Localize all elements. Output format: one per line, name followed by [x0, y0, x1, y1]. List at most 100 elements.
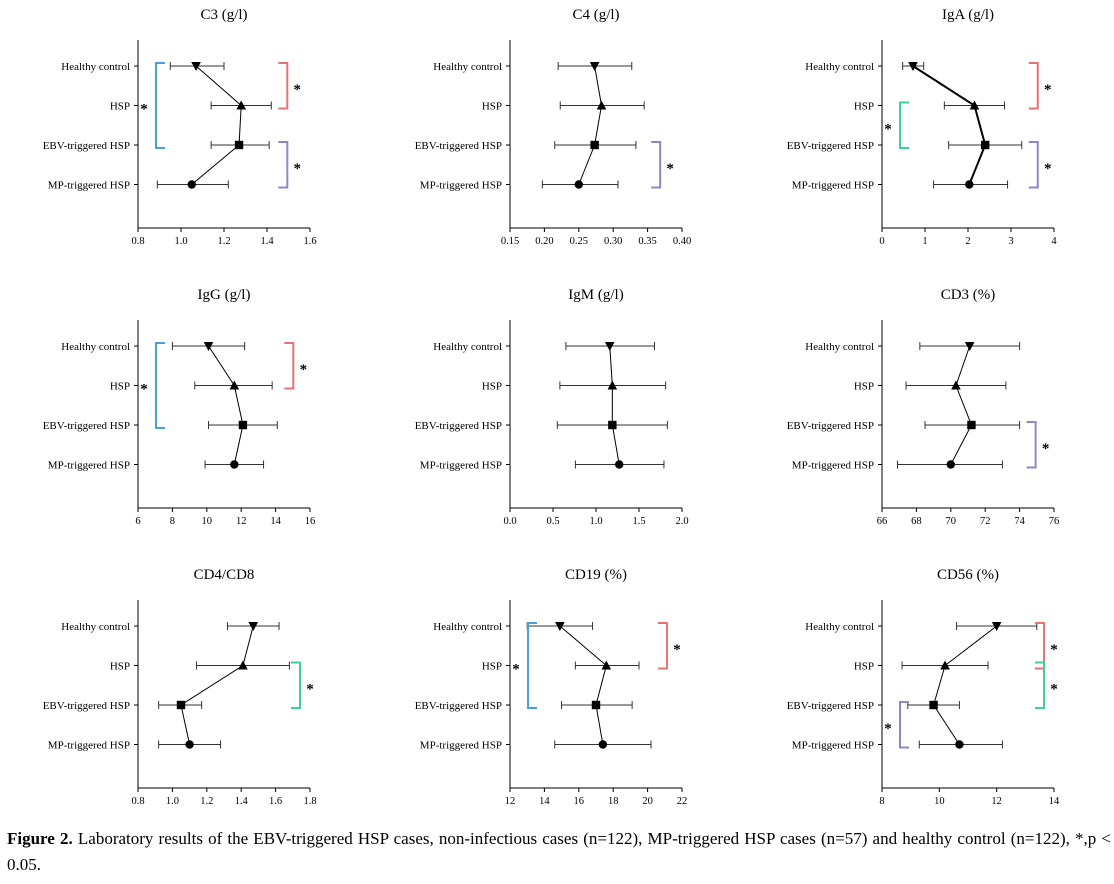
data-point-hsp	[236, 100, 246, 110]
panel-cd3: CD3 (%) 66 68 70 72 74 76 Healthy control HSP EBV…	[787, 287, 1060, 527]
x-tick-label: 2	[965, 236, 970, 247]
significance-bracket-healthy-control-vs-ebv-triggered-hsp: *	[140, 342, 165, 429]
data-point-ebv-triggered-hsp	[234, 140, 244, 150]
x-tick-label: 0	[879, 236, 884, 247]
significance-star: *	[1042, 441, 1050, 457]
x-tick-label: 0.35	[638, 236, 656, 247]
x-tick-label: 12	[991, 796, 1002, 807]
significance-bracket-ebv-triggered-hsp-vs-mp-triggered-hsp: *	[1028, 141, 1052, 189]
significance-bracket-healthy-control-vs-hsp: *	[278, 62, 301, 110]
bracket-line	[1028, 141, 1039, 189]
x-tick-label: 1.6	[303, 236, 316, 247]
significance-bracket-hsp-vs-ebv-triggered-hsp: *	[291, 661, 314, 709]
significance-bracket-hsp-vs-ebv-triggered-hsp: *	[884, 101, 909, 149]
category-label-hsp: HSP	[482, 381, 502, 393]
category-label-ebv-triggered-hsp: EBV-triggered HSP	[415, 700, 502, 712]
x-tick-label: 0.8	[131, 236, 144, 247]
significance-bracket-healthy-control-vs-ebv-triggered-hsp: *	[140, 62, 165, 149]
data-point-ebv-triggered-hsp	[176, 700, 186, 710]
bracket-line	[1026, 421, 1037, 469]
significance-star: *	[673, 642, 681, 658]
significance-star: *	[140, 382, 148, 398]
panel-cd4-cd8: CD4/CD8 0.8 1.0 1.2 1.4 1.6 1.8 Healthy control…	[43, 567, 317, 807]
x-tick-label: 10	[934, 796, 945, 807]
category-label-hsp: HSP	[854, 661, 874, 673]
significance-bracket-healthy-control-vs-hsp: *	[658, 622, 681, 670]
category-label-healthy-control: Healthy control	[805, 341, 874, 353]
category-label-ebv-triggered-hsp: EBV-triggered HSP	[43, 420, 130, 432]
x-tick-label: 0.30	[604, 236, 622, 247]
x-tick-label: 14	[270, 516, 281, 527]
x-tick-label: 12	[236, 516, 247, 527]
category-label-mp-triggered-hsp: MP-triggered HSP	[792, 460, 874, 472]
data-point-healthy-control	[908, 62, 918, 71]
panel-title-cd19: CD19 (%)	[565, 567, 627, 583]
category-label-healthy-control: Healthy control	[61, 341, 130, 353]
x-tick-label: 0.15	[501, 236, 519, 247]
category-label-healthy-control: Healthy control	[61, 621, 130, 633]
category-label-mp-triggered-hsp: MP-triggered HSP	[48, 460, 130, 472]
category-label-mp-triggered-hsp: MP-triggered HSP	[420, 460, 502, 472]
bracket-line	[651, 141, 662, 189]
panel-title-cd56: CD56 (%)	[937, 567, 999, 583]
significance-bracket-healthy-control-vs-hsp: *	[1028, 62, 1052, 110]
category-label-hsp: HSP	[854, 381, 874, 393]
data-point-mp-triggered-hsp	[965, 180, 974, 189]
panel-c3-g-l: C3 (g/l) 0.8 1.0 1.2 1.4 1.6 Healthy control HS…	[43, 7, 317, 247]
x-tick-label: 1.0	[166, 796, 179, 807]
category-label-healthy-control: Healthy control	[805, 61, 874, 73]
significance-star: *	[1050, 642, 1058, 658]
figure-caption: Figure 2. Laboratory results of the EBV-…	[7, 826, 1111, 878]
x-tick-label: 1.6	[269, 796, 282, 807]
significance-star: *	[884, 121, 892, 137]
data-point-ebv-triggered-hsp	[591, 700, 601, 710]
category-label-mp-triggered-hsp: MP-triggered HSP	[792, 740, 874, 752]
bracket-line	[278, 62, 289, 110]
data-point-ebv-triggered-hsp	[967, 420, 976, 430]
bracket-line	[291, 661, 301, 709]
x-tick-label: 70	[946, 516, 957, 527]
series-line	[933, 625, 997, 745]
panel-iga-g-l: IgA (g/l) 0 1 2 3 4 Healthy control HSP EBV-trig…	[787, 7, 1058, 247]
x-tick-label: 1	[922, 236, 927, 247]
category-label-healthy-control: Healthy control	[61, 61, 130, 73]
x-tick-label: 3	[1008, 236, 1013, 247]
bracket-line	[278, 141, 289, 189]
category-label-ebv-triggered-hsp: EBV-triggered HSP	[787, 700, 874, 712]
x-tick-label: 2.0	[675, 516, 688, 527]
bracket-line	[1035, 622, 1045, 670]
x-tick-label: 0.5	[546, 516, 559, 527]
x-tick-label: 16	[305, 516, 316, 527]
data-point-mp-triggered-hsp	[955, 740, 964, 749]
bracket-line	[658, 622, 669, 670]
x-tick-label: 18	[608, 796, 619, 807]
data-point-ebv-triggered-hsp	[929, 700, 938, 710]
category-label-mp-triggered-hsp: MP-triggered HSP	[420, 180, 502, 192]
x-tick-label: 1.2	[200, 796, 213, 807]
category-label-hsp: HSP	[110, 381, 130, 393]
significance-star: *	[512, 662, 520, 678]
panel-c4-g-l: C4 (g/l) 0.15 0.20 0.25 0.30 0.35 0.40 Healthy …	[415, 7, 691, 247]
x-tick-label: 1.0	[174, 236, 187, 247]
category-label-hsp: HSP	[482, 101, 502, 113]
category-label-mp-triggered-hsp: MP-triggered HSP	[48, 180, 130, 192]
x-tick-label: 8	[170, 516, 175, 527]
panel-title-c4-g-l: C4 (g/l)	[572, 7, 619, 23]
series-line	[950, 345, 972, 465]
category-label-ebv-triggered-hsp: EBV-triggered HSP	[415, 140, 502, 152]
significance-bracket-ebv-triggered-hsp-vs-mp-triggered-hsp: *	[884, 701, 909, 749]
panel-title-igm-g-l: IgM (g/l)	[568, 287, 623, 303]
caption-text: Laboratory results of the EBV-triggered …	[7, 829, 1111, 874]
category-label-ebv-triggered-hsp: EBV-triggered HSP	[43, 140, 130, 152]
x-tick-label: 0.0	[503, 516, 516, 527]
significance-bracket-ebv-triggered-hsp-vs-mp-triggered-hsp: *	[278, 141, 301, 189]
category-label-mp-triggered-hsp: MP-triggered HSP	[48, 740, 130, 752]
bracket-line	[527, 622, 537, 709]
x-tick-label: 68	[911, 516, 922, 527]
significance-star: *	[1044, 161, 1052, 177]
data-point-healthy-control	[991, 622, 1002, 631]
bracket-line	[1028, 62, 1039, 110]
significance-bracket-healthy-control-vs-hsp: *	[1035, 622, 1058, 670]
series-line	[578, 65, 603, 185]
